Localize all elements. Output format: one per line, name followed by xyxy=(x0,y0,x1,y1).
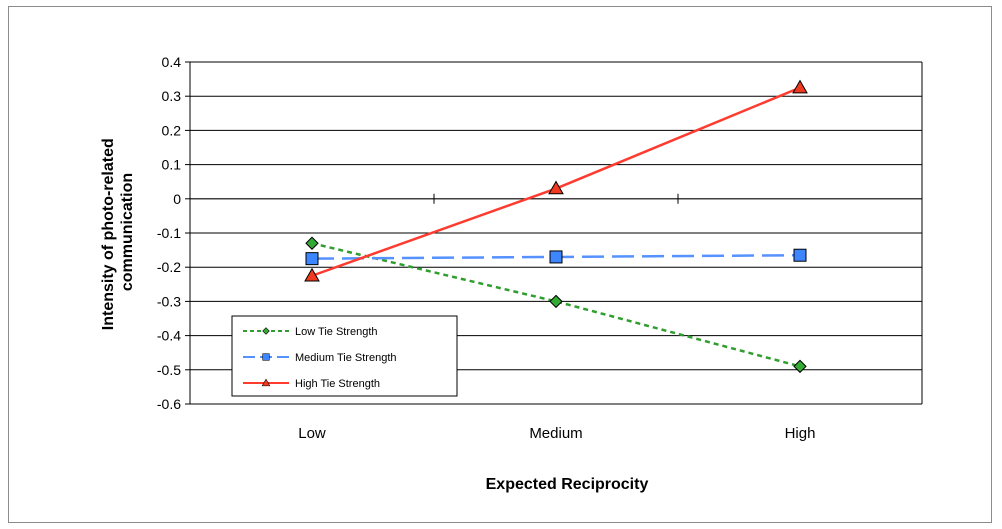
data-point-1-2 xyxy=(793,248,807,262)
x-tick-label: Medium xyxy=(529,425,582,442)
x-tick-label: High xyxy=(785,425,816,442)
data-point-2-1 xyxy=(548,180,564,195)
y-tick-label: -0.1 xyxy=(157,225,181,241)
y-tick-label: 0 xyxy=(173,191,181,207)
y-tick-label: -0.6 xyxy=(157,396,181,412)
legend-marker-shape xyxy=(262,353,270,361)
legend-marker-shape xyxy=(262,327,270,335)
y-tick-label: -0.4 xyxy=(157,328,181,344)
y-axis-title-line-1: Intensity of photo-related xyxy=(100,138,117,330)
series-line-0 xyxy=(311,242,801,368)
chart-frame xyxy=(8,6,992,523)
data-point-0-2 xyxy=(793,359,807,374)
legend-label: Low Tie Strength xyxy=(295,326,378,338)
legend-label: High Tie Strength xyxy=(295,378,380,390)
y-tick-labels: 0.4 0.3 0.2 0.1 0 -0.1 -0.2 -0.3 -0.4 -0.5 -0.6 xyxy=(157,54,181,412)
legend-marker xyxy=(261,378,271,387)
data-point-1-0 xyxy=(305,252,319,266)
x-tick-labels: Low Medium High xyxy=(298,425,815,442)
legend-marker-shape xyxy=(261,378,271,387)
y-axis-title-line-2: communication xyxy=(119,173,136,291)
series-markers xyxy=(304,79,808,374)
x-axis-title: Expected Reciprocity xyxy=(486,476,649,493)
y-tick-label: 0.1 xyxy=(162,157,182,173)
data-point-2-0 xyxy=(304,267,320,282)
data-point-0-0 xyxy=(305,236,319,250)
y-tick-label: -0.5 xyxy=(157,362,181,378)
data-point-0-1 xyxy=(549,294,563,309)
legend-marker xyxy=(262,327,270,335)
data-point-2-2 xyxy=(792,79,808,94)
data-point-1-1 xyxy=(549,250,563,264)
y-tick-label: -0.3 xyxy=(157,293,181,309)
legend-marker xyxy=(262,353,270,361)
x-tick-label: Low xyxy=(298,425,326,442)
y-tick-label: 0.4 xyxy=(162,54,182,70)
y-axis-title: Intensity of photo-related communication xyxy=(100,134,136,330)
axes xyxy=(185,61,923,405)
y-tick-label: 0.3 xyxy=(162,88,182,104)
legend: Low Tie Strength Medium Tie Strength High … xyxy=(231,315,458,397)
y-tick-label: -0.2 xyxy=(157,259,181,275)
y-tick-label: 0.2 xyxy=(162,122,182,138)
legend-label: Medium Tie Strength xyxy=(295,352,397,364)
